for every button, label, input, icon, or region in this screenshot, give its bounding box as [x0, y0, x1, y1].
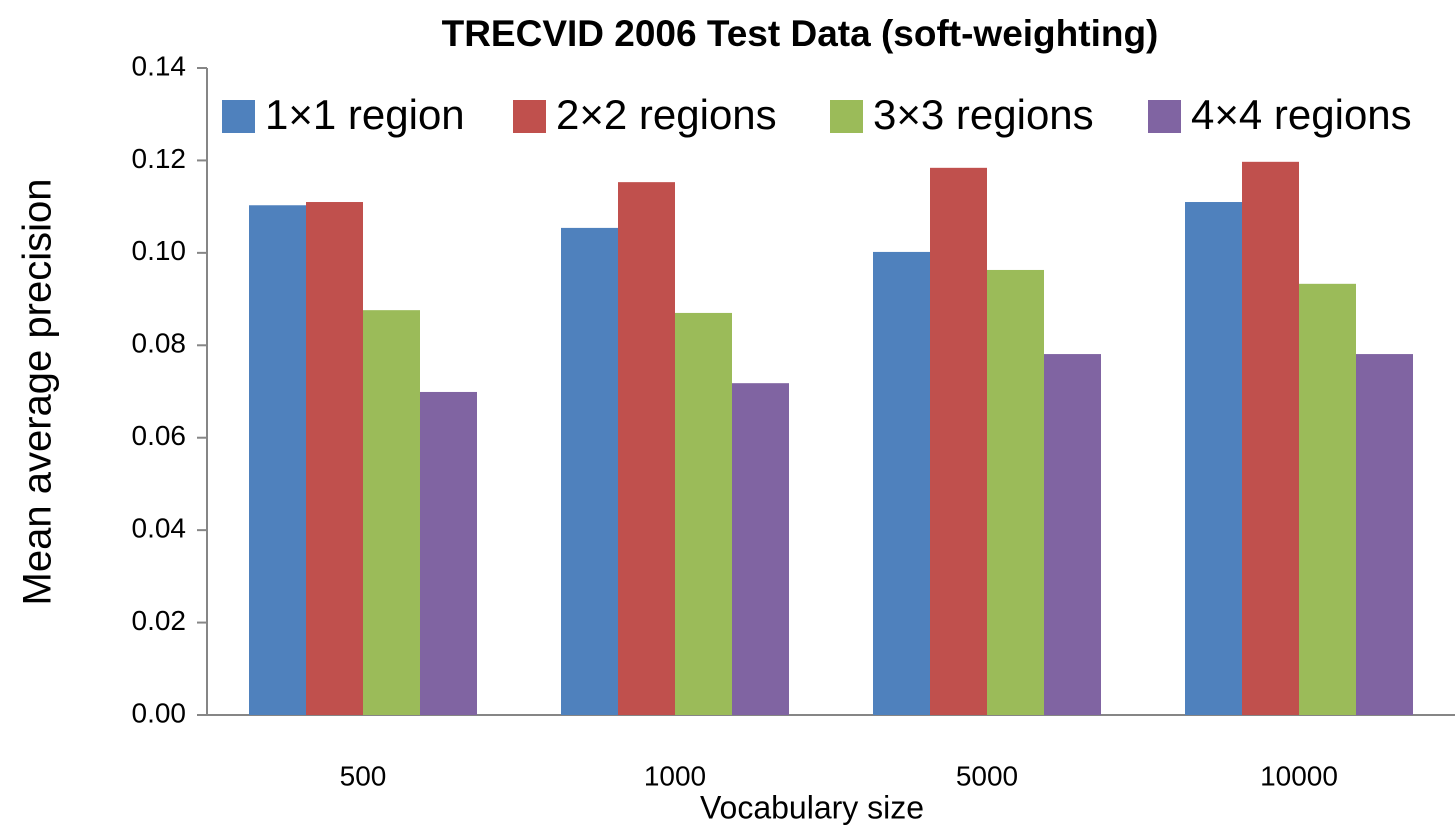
legend-swatch — [830, 100, 863, 133]
x-axis-label: Vocabulary size — [700, 789, 924, 825]
bar — [987, 269, 1044, 715]
legend-label: 1×1 region — [265, 91, 465, 138]
bar — [1185, 202, 1242, 715]
y-tick-label: 0.12 — [132, 143, 187, 174]
bar — [873, 251, 930, 715]
legend-swatch — [1148, 100, 1181, 133]
legend-swatch — [222, 100, 255, 133]
bar — [1044, 354, 1101, 715]
bar — [420, 391, 477, 715]
y-tick-label: 0.10 — [132, 235, 187, 266]
legend-label: 3×3 regions — [873, 91, 1094, 138]
y-tick-label: 0.04 — [132, 513, 187, 544]
y-tick-label: 0.08 — [132, 328, 187, 359]
bar — [1299, 283, 1356, 715]
legend-label: 4×4 regions — [1191, 91, 1412, 138]
x-tick-label: 5000 — [956, 760, 1018, 791]
x-tick-label: 1000 — [644, 760, 706, 791]
bar — [1242, 161, 1299, 715]
bar — [249, 205, 306, 716]
bar — [618, 182, 675, 715]
bar — [306, 202, 363, 715]
y-tick-label: 0.00 — [132, 697, 187, 728]
bar — [561, 227, 618, 715]
y-axis-label: Mean average precision — [16, 179, 60, 606]
bar — [732, 383, 789, 715]
bar — [675, 312, 732, 715]
x-tick-label: 10000 — [1260, 760, 1338, 791]
chart-title: TRECVID 2006 Test Data (soft-weighting) — [442, 13, 1159, 54]
legend-swatch — [513, 100, 546, 133]
y-tick-label: 0.02 — [132, 605, 187, 636]
x-tick-label: 500 — [340, 760, 387, 791]
bar — [363, 310, 420, 715]
y-tick-label: 0.14 — [132, 50, 187, 81]
legend-label: 2×2 regions — [556, 91, 777, 138]
bar — [1356, 354, 1413, 715]
bar — [930, 167, 987, 715]
y-tick-label: 0.06 — [132, 420, 187, 451]
